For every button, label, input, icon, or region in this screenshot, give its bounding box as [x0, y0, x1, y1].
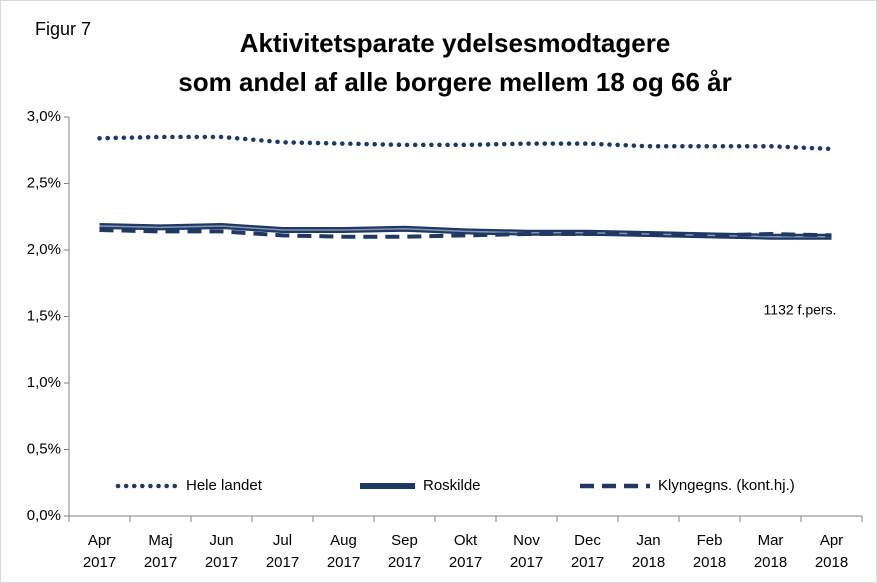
- x-tick-label-line: Sep: [391, 532, 418, 549]
- x-tick-label-line: Aug: [330, 532, 357, 549]
- x-tick-label-line: 2018: [693, 554, 726, 571]
- x-tick-label-line: 2017: [83, 554, 116, 571]
- x-tick-label: Sep 2017: [388, 532, 421, 571]
- x-tick-label: Jun 2017: [205, 532, 238, 571]
- x-tick-label-line: Dec: [574, 532, 601, 549]
- y-tick-label: 1,5%: [27, 307, 61, 324]
- x-tick-label: Nov 2017: [510, 532, 543, 571]
- y-tick-label: 1,0%: [27, 374, 61, 391]
- x-tick-label-line: Nov: [513, 532, 540, 549]
- x-tick-label: Mar 2018: [754, 532, 787, 571]
- x-tick-label-line: 2018: [632, 554, 665, 571]
- x-tick-label-line: 2017: [266, 554, 299, 571]
- x-tick-label-line: Apr: [88, 532, 111, 549]
- x-tick-label-line: 2017: [449, 554, 482, 571]
- series-line: [99, 228, 832, 239]
- annotation: 1132 f.pers.: [764, 302, 837, 318]
- x-tick-label: Maj 2017: [144, 532, 177, 571]
- x-tick-label-line: Jun: [209, 532, 233, 549]
- x-tick-label-line: 2017: [388, 554, 421, 571]
- y-tick-label: 3,0%: [27, 108, 61, 125]
- x-tick-label: Aug 2017: [327, 532, 360, 571]
- x-tick-label-line: 2018: [815, 554, 848, 571]
- figure-label: Figur 7: [35, 19, 91, 39]
- x-tick-label-line: 2017: [571, 554, 604, 571]
- x-tick-label-line: Apr: [820, 532, 843, 549]
- x-tick-label: Feb 2018: [693, 532, 726, 571]
- x-tick-label: Jan 2018: [632, 532, 665, 571]
- x-tick-label-line: Maj: [148, 532, 172, 549]
- x-tick-label: Apr 2018: [815, 532, 848, 571]
- x-tick-label-line: 2017: [205, 554, 238, 571]
- x-tick-label: Okt 2017: [449, 532, 482, 571]
- x-tick-label-line: Okt: [454, 532, 478, 549]
- series-line-inner: [99, 225, 832, 238]
- chart-title: Aktivitetsparate ydelsesmodtagere: [240, 28, 671, 58]
- y-tick-label: 2,5%: [27, 174, 61, 191]
- y-tick-label: 0,5%: [27, 440, 61, 457]
- x-tick-label: Dec 2017: [571, 532, 604, 571]
- y-tick-label: 0,0%: [27, 507, 61, 524]
- x-tick-label-line: Jan: [636, 532, 660, 549]
- series-line: [97, 134, 834, 152]
- x-tick-label-line: 2018: [754, 554, 787, 571]
- x-tick-label-line: 2017: [327, 554, 360, 571]
- legend-label: Roskilde: [423, 477, 481, 494]
- x-tick-label: Jul 2017: [266, 532, 299, 571]
- y-tick-label: 2,0%: [27, 241, 61, 258]
- legend-label: Hele landet: [186, 477, 263, 494]
- legend-label: Klyngegns. (kont.hj.): [658, 477, 795, 494]
- x-tick-label: Apr 2017: [83, 532, 116, 571]
- x-tick-label-line: Jul: [273, 532, 292, 549]
- chart-title: som andel af alle borgere mellem 18 og 6…: [178, 67, 731, 97]
- x-tick-label-line: Feb: [697, 532, 723, 549]
- x-tick-label-line: 2017: [510, 554, 543, 571]
- x-tick-label-line: 2017: [144, 554, 177, 571]
- x-tick-label-line: Mar: [758, 532, 784, 549]
